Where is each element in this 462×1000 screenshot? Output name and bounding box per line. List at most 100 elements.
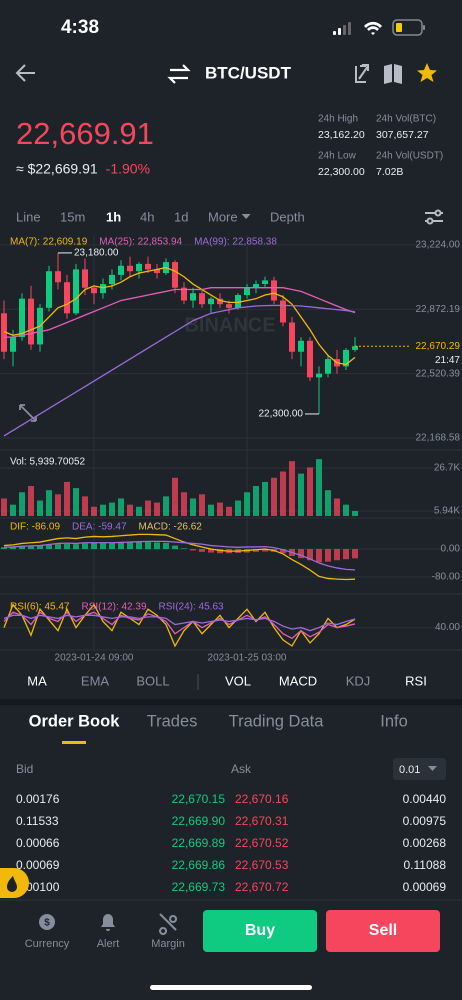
- volume-bar: [100, 504, 106, 516]
- current-price-label: 22,670.29: [416, 341, 461, 352]
- candle-body: [109, 274, 115, 285]
- expand-icon[interactable]: [19, 404, 37, 422]
- macd-bar: [172, 545, 178, 550]
- nav-label[interactable]: Currency: [25, 938, 70, 950]
- bid-price: 22,669.90: [172, 814, 226, 828]
- candle-body: [10, 337, 16, 352]
- candle-body: [343, 349, 349, 367]
- volume-bar: [64, 481, 70, 516]
- volume-bar: [82, 496, 88, 516]
- volume-bar: [244, 492, 250, 516]
- ask-price: 22,670.52: [235, 836, 289, 850]
- macd-bar: [208, 549, 214, 553]
- macd-bar: [163, 542, 169, 550]
- book-tab[interactable]: Info: [380, 712, 408, 730]
- indicator-tab[interactable]: MA: [27, 673, 47, 688]
- y-tick-label: 26.7K: [434, 463, 460, 474]
- volume-bar: [316, 459, 322, 516]
- bid-qty: 0.00069: [16, 858, 60, 872]
- candle-body: [19, 298, 25, 338]
- candle-body: [262, 280, 268, 285]
- book-tab[interactable]: Order Book: [29, 712, 121, 730]
- macd-bar: [55, 544, 61, 550]
- stat-value: 7.02B: [376, 166, 403, 178]
- macd-bar: [100, 543, 106, 550]
- interval-tab[interactable]: Line: [16, 209, 41, 224]
- favorite-star[interactable]: [417, 63, 437, 82]
- share-icon[interactable]: [355, 64, 369, 83]
- indicator-tab[interactable]: BOLL: [136, 673, 169, 688]
- ask-price: 22,670.16: [235, 792, 289, 806]
- time-label: 2023-01-24 09:00: [55, 653, 134, 664]
- candle-body: [28, 298, 34, 345]
- y-tick-label: -80.00: [432, 572, 461, 583]
- interval-tab[interactable]: More: [208, 209, 238, 224]
- swap-icon[interactable]: [167, 64, 191, 84]
- nav-label[interactable]: Margin: [151, 938, 185, 950]
- candle-body: [91, 287, 97, 294]
- y-tick-label: 22,872.19: [416, 304, 461, 315]
- indicator-line: [3, 614, 356, 632]
- macd-bar: [1, 547, 7, 550]
- stat-label: 24h Vol(BTC): [376, 114, 436, 125]
- back-button[interactable]: [15, 64, 35, 82]
- macd-bar: [64, 543, 70, 550]
- status-icons: [333, 19, 425, 36]
- ask-qty: 0.00975: [403, 814, 447, 828]
- candle-body: [253, 284, 259, 288]
- candle-body: [199, 293, 205, 305]
- macd-bar: [28, 545, 34, 550]
- book-tab[interactable]: Trades: [147, 712, 198, 730]
- ask-qty: 0.00440: [403, 792, 447, 806]
- volume-bar: [172, 477, 178, 516]
- indicator-tab[interactable]: VOL: [225, 673, 251, 688]
- macd-bar: [19, 546, 25, 550]
- candle-body: [280, 300, 286, 323]
- legend-entry: DEA: -59.47: [72, 522, 127, 533]
- nav-label[interactable]: Alert: [97, 938, 120, 950]
- macd-bar: [136, 541, 142, 550]
- interval-tab[interactable]: Depth: [270, 209, 305, 224]
- candle-body: [64, 282, 70, 314]
- y-tick-label: 40.00: [435, 622, 460, 633]
- sell-label: Sell: [369, 922, 397, 939]
- indicator-tab[interactable]: MACD: [279, 673, 317, 688]
- legend-entry: MA(99): 22,858.38: [194, 237, 277, 248]
- bid-qty: 0.11533: [16, 814, 59, 828]
- y-tick-label: 0.00: [441, 544, 461, 555]
- indicator-tab[interactable]: KDJ: [346, 673, 371, 688]
- buy-button[interactable]: [203, 910, 317, 952]
- candle-body: [190, 293, 196, 301]
- volume-bar: [46, 490, 52, 516]
- volume-bar: [289, 461, 295, 516]
- volume-title: Vol: 5,939.70052: [10, 457, 86, 468]
- legend-entry: RSI(24): 45.63: [159, 602, 224, 613]
- interval-tab[interactable]: 1d: [174, 209, 188, 224]
- volume-bar: [145, 500, 151, 516]
- indicator-line: [3, 540, 356, 571]
- section-gap: [0, 699, 462, 705]
- interval-tab[interactable]: 15m: [60, 209, 85, 224]
- indicator-tab[interactable]: EMA: [81, 673, 110, 688]
- interval-tab[interactable]: 1h: [106, 209, 121, 224]
- settings-icon[interactable]: [425, 209, 443, 225]
- book-icon[interactable]: [384, 64, 402, 84]
- status-time: 4:38: [61, 17, 99, 38]
- candle-body: [226, 304, 232, 308]
- dropdown-caret: [241, 214, 251, 219]
- bid-header: Bid: [16, 762, 33, 776]
- precision-select[interactable]: [393, 758, 446, 780]
- candle-body: [289, 322, 295, 352]
- book-tab[interactable]: Trading Data: [229, 712, 325, 730]
- promo-icon[interactable]: [0, 868, 29, 898]
- indicator-tab[interactable]: RSI: [405, 673, 427, 688]
- volume-bar: [118, 498, 124, 516]
- stat-value: 307,657.27: [376, 129, 429, 141]
- ask-price: 22,670.31: [235, 814, 289, 828]
- interval-tab[interactable]: 4h: [140, 209, 154, 224]
- volume-bar: [271, 477, 277, 516]
- legend-entry: RSI(12): 42.39: [81, 602, 146, 613]
- sell-button[interactable]: [326, 910, 440, 952]
- y-tick-label: 23,224.00: [416, 240, 461, 251]
- macd-bar: [262, 549, 268, 552]
